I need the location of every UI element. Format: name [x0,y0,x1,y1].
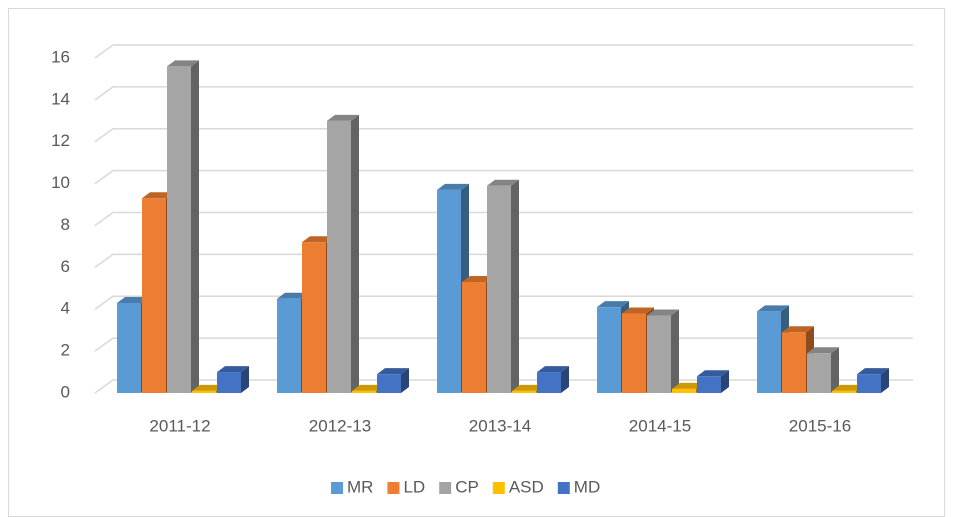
grid-line [94,295,913,310]
bar [537,372,561,393]
bar [757,311,781,393]
y-tick-label: 0 [61,382,70,401]
grid-line [94,253,913,268]
bar-top [217,366,249,373]
bar [142,198,166,393]
bar-top [487,179,519,186]
bar [352,390,376,393]
bar-top [857,368,889,375]
legend-label: LD [403,477,425,496]
bar [377,374,401,393]
bar-side [671,309,679,393]
bar-top [832,384,864,391]
bar-side [511,179,519,393]
legend-swatch [439,482,452,494]
legend-swatch [387,482,400,494]
bar-top [697,370,729,377]
bar-top [167,60,199,67]
grid-line [94,44,913,59]
bar [647,315,671,393]
grid-line [94,211,913,227]
y-tick-label: 6 [61,257,70,276]
grid-line [94,86,913,101]
bar [622,313,646,393]
legend-label: CP [455,477,479,496]
bar [327,120,351,393]
x-tick-label: 2015-16 [789,416,851,435]
bar-top [277,292,309,299]
bar-side [881,368,889,393]
bar-top [192,384,224,391]
y-tick-label: 8 [61,215,70,234]
bar [857,374,881,393]
bar [437,189,461,393]
legend-swatch [492,482,505,494]
grid-line [94,128,913,143]
bar [782,332,806,393]
bar [192,390,216,393]
y-tick-label: 2 [61,341,70,360]
bar-side [241,366,249,393]
x-tick-label: 2013-14 [469,416,531,435]
bar-top [672,382,704,389]
bar-top [117,296,149,303]
bar-top [597,301,629,308]
bar [832,390,856,393]
bar-top [647,309,679,316]
bar [512,390,536,393]
bar [672,388,696,393]
bar-top [327,114,359,121]
bar-top [462,276,494,283]
bar-top [352,384,384,391]
bar [117,302,141,393]
x-tick-label: 2012-13 [309,416,371,435]
bar-side [401,368,409,393]
legend-label: MD [574,477,600,496]
bar-top [302,236,334,243]
bar [597,307,621,393]
bar-top [437,183,469,190]
grid-line [94,169,913,185]
bar-side [831,347,839,393]
legend-label: ASD [509,477,544,496]
x-tick-label: 2014-15 [629,416,691,435]
bar-top [757,305,789,312]
bar [697,376,721,393]
legend-swatch [557,482,570,494]
bar [462,282,486,393]
legend-swatch [331,482,343,494]
bar-top [377,368,409,375]
bar-top [537,366,569,373]
bar [167,66,191,393]
bar [807,353,831,393]
x-tick-label: 2011-12 [149,416,210,435]
bar-side [561,366,569,393]
bar-side [191,60,199,393]
bar [277,298,301,393]
legend-label: MR [347,477,373,496]
bar-top [512,384,544,391]
bar [217,372,241,393]
y-tick-label: 10 [51,173,70,192]
bar-top [622,307,654,314]
bar [302,242,326,393]
y-tick-label: 14 [51,89,70,108]
bar-top [142,192,174,199]
bar-top [807,347,839,354]
y-tick-label: 12 [51,131,70,150]
y-tick-label: 4 [61,299,70,318]
bar [487,185,511,393]
bar-side [351,114,359,393]
bar-top [782,326,814,333]
bar-side [721,370,729,393]
y-tick-label: 16 [51,47,70,66]
